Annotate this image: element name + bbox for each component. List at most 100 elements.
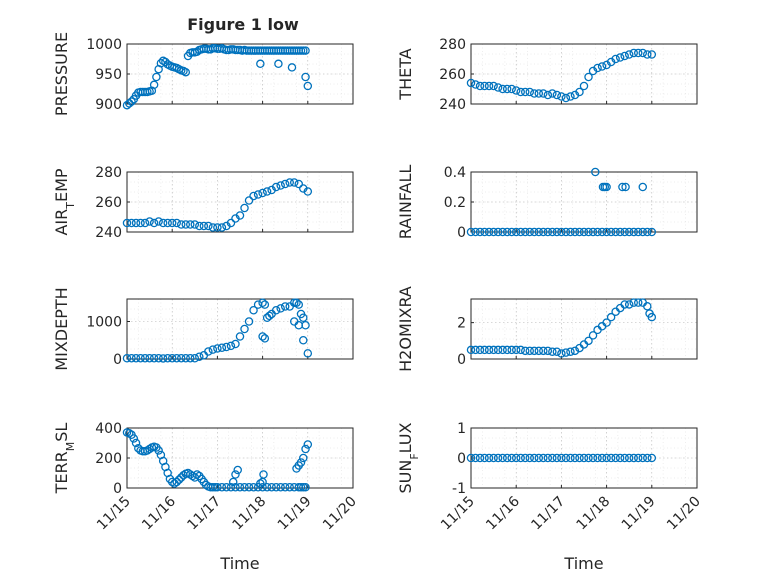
data-point (301, 46, 310, 55)
y-axis-label: THETA (396, 48, 415, 100)
data-point (593, 227, 602, 237)
data-point (122, 218, 132, 228)
y-tick-label: 2 (457, 316, 466, 332)
data-point (471, 227, 480, 237)
data-point (566, 92, 575, 101)
data-point (493, 453, 503, 463)
data-point (260, 334, 270, 343)
data-point (217, 223, 227, 232)
data-point (575, 227, 584, 237)
data-point (629, 453, 638, 463)
x-tick-label: 11/17 (184, 494, 224, 534)
data-point (289, 178, 299, 187)
data-point (244, 196, 254, 205)
y-tick-label: 0 (113, 481, 122, 497)
y-axis-label: RAINFALL (396, 165, 415, 240)
data-point (493, 345, 503, 355)
subplot-pressure: 900 950 1000 PRESSURE (52, 32, 354, 116)
data-point (638, 453, 648, 463)
y-axis-label: TERRMSL (52, 423, 77, 495)
data-point (296, 458, 306, 467)
data-point (240, 324, 249, 334)
data-point (176, 220, 186, 229)
data-point (489, 227, 498, 237)
data-point (530, 89, 539, 98)
data-point (296, 46, 306, 55)
data-point (222, 482, 231, 492)
x-tick-label: 11/20 (320, 494, 360, 534)
data-point (557, 349, 566, 358)
y-axis-label: SUNFLUX (396, 422, 421, 493)
data-point (647, 50, 657, 59)
data-point (475, 453, 485, 463)
y-tick-label: 1000 (86, 37, 122, 53)
data-point (561, 227, 571, 237)
data-point (233, 465, 242, 475)
data-point (498, 345, 507, 355)
data-point (127, 218, 136, 228)
data-point (588, 453, 598, 463)
data-point (222, 342, 231, 352)
y-tick-label: 0.4 (444, 165, 466, 181)
data-point (299, 335, 308, 345)
data-point (471, 453, 480, 463)
data-point (186, 353, 195, 363)
data-point (228, 477, 238, 487)
data-point (181, 67, 191, 77)
data-point (287, 63, 297, 72)
axes-frame (470, 171, 698, 233)
axes-frame (470, 43, 698, 105)
x-axis-label: Time (563, 554, 603, 573)
data-point (125, 99, 134, 108)
data-point (280, 179, 290, 189)
data-point (597, 62, 607, 71)
data-point (190, 353, 200, 363)
data-point (149, 353, 159, 363)
data-point (520, 453, 530, 463)
data-point (530, 227, 539, 237)
x-tick-label: 11/17 (528, 494, 568, 534)
data-point (579, 81, 589, 91)
data-point (235, 332, 245, 341)
data-point (561, 453, 571, 463)
data-point (584, 72, 593, 82)
data-point (534, 346, 544, 356)
data-point (131, 218, 141, 228)
data-point (217, 482, 227, 492)
data-point (262, 187, 272, 196)
data-point (176, 353, 186, 363)
axes-frame (470, 427, 698, 489)
data-point (267, 482, 276, 492)
axes-frame (470, 298, 698, 360)
data-point (584, 453, 593, 463)
data-point (301, 72, 310, 82)
data-point (195, 352, 204, 361)
data-point (593, 453, 602, 463)
data-point (195, 221, 204, 231)
data-point (122, 353, 132, 363)
data-point (294, 179, 304, 189)
data-point (217, 343, 227, 352)
data-point (125, 428, 134, 438)
data-point (244, 317, 254, 326)
data-point (525, 346, 535, 356)
data-point (480, 453, 489, 463)
data-point (231, 470, 240, 479)
data-point (208, 482, 218, 492)
data-point (299, 46, 308, 55)
subplot-h2omixra: 0 2 H2OMIXRA (396, 286, 698, 372)
data-point (172, 218, 181, 228)
data-point (292, 298, 301, 307)
y-axis-label: H2OMIXRA (396, 286, 415, 372)
data-point (575, 87, 584, 97)
y-axis-label: AIRTEMP (52, 168, 77, 235)
data-point (484, 227, 494, 237)
data-point (231, 339, 240, 349)
data-point (208, 345, 218, 354)
data-point (480, 345, 489, 355)
data-point (602, 227, 611, 237)
data-point (615, 453, 625, 463)
data-point (548, 347, 557, 356)
data-point (534, 453, 544, 463)
